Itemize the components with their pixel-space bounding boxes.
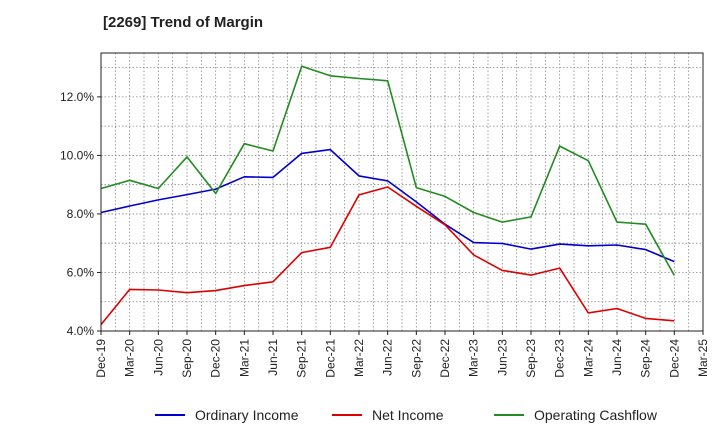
x-axis-ticks: Dec-19 Mar-20 Jun-20 Sep-20 Dec-20 Mar-21 Jun-… [94, 331, 710, 378]
x-tick-label: Mar-23 [467, 339, 481, 377]
x-tick-label: Dec-19 [94, 339, 108, 378]
x-tick-label: Mar-22 [352, 339, 366, 377]
y-tick-label: 6.0% [67, 265, 95, 279]
series-line-ordinary-income [100, 148, 675, 263]
x-tick-label: Sep-20 [180, 339, 194, 378]
y-tick-label: 8.0% [67, 207, 95, 221]
chart-title: [2269] Trend of Margin [103, 14, 264, 31]
x-tick-label: Jun-21 [266, 339, 280, 376]
x-tick-label: Mar-21 [237, 339, 251, 377]
x-tick-label: Mar-24 [581, 339, 595, 377]
legend-label: Net Income [372, 407, 444, 423]
x-tick-label: Dec-20 [209, 339, 223, 378]
y-tick-label: 10.0% [60, 148, 94, 162]
x-tick-label: Sep-24 [639, 339, 653, 378]
x-tick-label: Mar-25 [696, 339, 710, 377]
x-tick-label: Sep-22 [409, 339, 423, 378]
x-tick-label: Sep-21 [295, 339, 309, 378]
y-axis-ticks: 4.0% 6.0% 8.0% 10.0% 12.0% [60, 90, 101, 338]
x-tick-label: Dec-21 [323, 339, 337, 378]
legend: Ordinary Income Net Income Operating Cashf… [155, 407, 658, 423]
legend-label: Operating Cashflow [534, 407, 658, 423]
series-line-operating-cashflow [100, 65, 675, 276]
y-tick-label: 4.0% [67, 324, 95, 338]
y-tick-label: 12.0% [60, 90, 94, 104]
x-tick-label: Mar-20 [123, 339, 137, 377]
x-tick-label: Jun-22 [381, 339, 395, 376]
x-tick-label: Sep-23 [524, 339, 538, 378]
plot-frame [100, 52, 704, 332]
x-tick-label: Dec-22 [438, 339, 452, 378]
x-tick-label: Jun-20 [151, 339, 165, 376]
x-tick-label: Dec-23 [553, 339, 567, 378]
x-tick-label: Jun-24 [610, 339, 624, 376]
x-tick-label: Dec-24 [667, 339, 681, 378]
series-layer [100, 65, 675, 326]
series-line-net-income [100, 186, 675, 326]
legend-label: Ordinary Income [195, 407, 299, 423]
grid-layer [101, 53, 703, 331]
x-tick-label: Jun-23 [495, 339, 509, 376]
